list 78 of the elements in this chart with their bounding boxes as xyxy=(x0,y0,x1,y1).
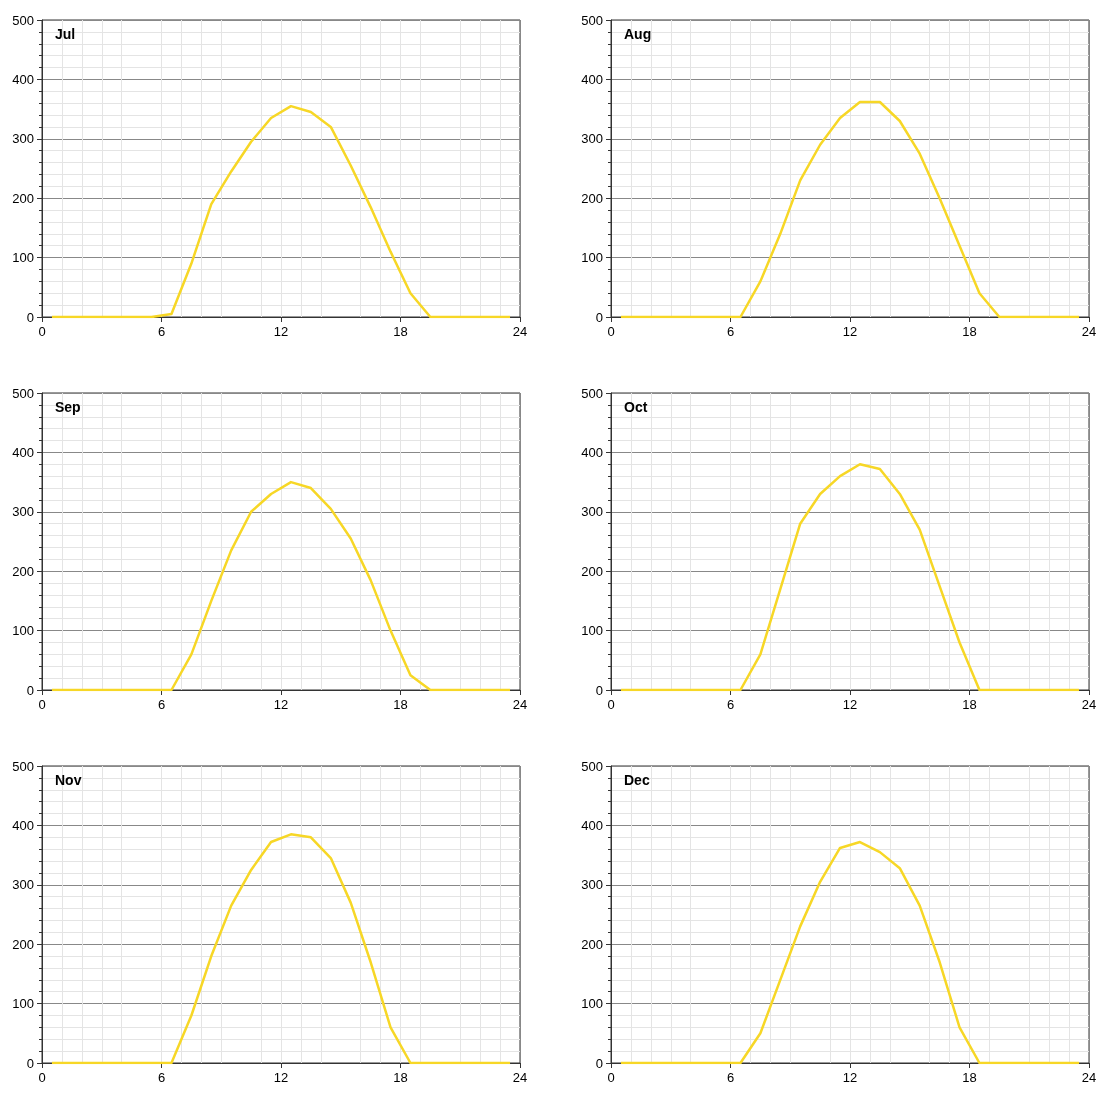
x-tick-label: 18 xyxy=(962,1070,977,1085)
y-tick-label: 300 xyxy=(581,504,603,520)
x-tick-label: 6 xyxy=(726,697,735,712)
line-series xyxy=(50,480,512,692)
x-tick-label: 18 xyxy=(393,697,408,712)
x-tick-label: 24 xyxy=(512,324,528,339)
x-tick-label: 18 xyxy=(962,324,977,339)
chart-title: Sep xyxy=(55,399,81,415)
y-tick-label: 100 xyxy=(581,250,603,266)
chart-title: Nov xyxy=(55,772,82,788)
y-tick-label: 500 xyxy=(12,385,34,401)
line-series xyxy=(50,833,512,1065)
chart-title: Aug xyxy=(624,26,652,42)
y-tick-label: 0 xyxy=(26,682,34,698)
y-tick-label: 400 xyxy=(581,817,603,833)
x-tick-label: 12 xyxy=(273,697,289,712)
x-tick-label: 6 xyxy=(157,697,166,712)
x-tick-label: 0 xyxy=(38,1070,46,1085)
y-tick-label: 500 xyxy=(12,758,34,774)
y-tick-label: 100 xyxy=(12,250,34,266)
y-tick-label: 200 xyxy=(12,563,34,579)
y-tick-label: 0 xyxy=(595,309,603,325)
y-tick-label: 200 xyxy=(12,936,34,952)
x-tick-label: 24 xyxy=(512,697,528,712)
x-tick-label: 24 xyxy=(512,1070,528,1085)
x-tick-label: 12 xyxy=(842,1070,858,1085)
x-tick-label: 18 xyxy=(962,697,977,712)
y-tick-label: 400 xyxy=(581,444,603,460)
y-tick-label: 300 xyxy=(12,877,34,893)
y-tick-label: 0 xyxy=(595,682,603,698)
y-tick-label: 100 xyxy=(581,623,603,639)
x-tick-label: 24 xyxy=(1081,324,1097,339)
y-tick-label: 300 xyxy=(581,877,603,893)
x-tick-label: 6 xyxy=(726,324,735,339)
y-tick-label: 400 xyxy=(12,817,34,833)
x-tick-label: 24 xyxy=(1081,697,1097,712)
x-tick-label: 6 xyxy=(157,1070,166,1085)
y-tick-label: 500 xyxy=(581,758,603,774)
y-tick-label: 400 xyxy=(581,71,603,87)
x-tick-label: 0 xyxy=(607,697,615,712)
line-series xyxy=(619,100,1081,319)
x-tick-label: 24 xyxy=(1081,1070,1097,1085)
y-tick-label: 300 xyxy=(12,504,34,520)
y-tick-label: 100 xyxy=(581,996,603,1012)
x-tick-label: 6 xyxy=(157,324,166,339)
x-tick-label: 12 xyxy=(273,1070,289,1085)
line-series xyxy=(619,463,1081,692)
x-tick-label: 0 xyxy=(38,324,46,339)
y-tick-label: 0 xyxy=(595,1055,603,1071)
x-tick-label: 12 xyxy=(273,324,289,339)
x-tick-label: 18 xyxy=(393,1070,408,1085)
line-series xyxy=(619,840,1081,1065)
y-tick-label: 300 xyxy=(12,131,34,147)
y-tick-label: 0 xyxy=(26,309,34,325)
x-tick-label: 18 xyxy=(393,324,408,339)
chart-title: Dec xyxy=(624,772,650,788)
x-tick-label: 12 xyxy=(842,697,858,712)
x-tick-label: 6 xyxy=(726,1070,735,1085)
y-tick-label: 200 xyxy=(12,190,34,206)
y-tick-label: 400 xyxy=(12,71,34,87)
y-tick-label: 500 xyxy=(581,385,603,401)
y-tick-label: 100 xyxy=(12,623,34,639)
y-tick-label: 200 xyxy=(581,936,603,952)
y-tick-label: 100 xyxy=(12,996,34,1012)
x-tick-label: 0 xyxy=(607,1070,615,1085)
x-tick-label: 0 xyxy=(38,697,46,712)
y-tick-label: 300 xyxy=(581,131,603,147)
y-tick-label: 400 xyxy=(12,444,34,460)
chart-title: Oct xyxy=(624,399,648,415)
y-tick-label: 200 xyxy=(581,563,603,579)
y-tick-label: 200 xyxy=(581,190,603,206)
chart-title: Jul xyxy=(55,26,76,42)
y-tick-label: 0 xyxy=(26,1055,34,1071)
y-tick-label: 500 xyxy=(12,12,34,28)
y-tick-label: 500 xyxy=(581,12,603,28)
x-tick-label: 12 xyxy=(842,324,858,339)
x-tick-label: 0 xyxy=(607,324,615,339)
line-series xyxy=(50,104,512,319)
